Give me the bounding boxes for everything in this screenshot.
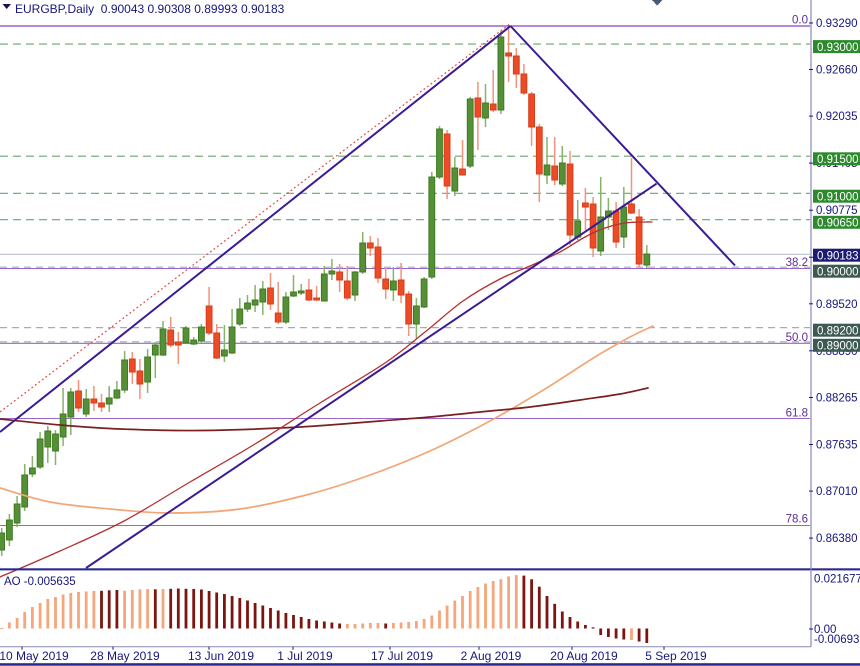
svg-text:2 Aug 2019: 2 Aug 2019 <box>461 649 522 663</box>
svg-text:0.92660: 0.92660 <box>816 65 858 77</box>
svg-text:0.90775: 0.90775 <box>816 205 858 217</box>
svg-text:0.91500: 0.91500 <box>817 154 859 166</box>
svg-text:0.021677: 0.021677 <box>814 574 860 586</box>
svg-text:0.93290: 0.93290 <box>816 18 858 30</box>
svg-text:0.90183: 0.90183 <box>817 250 859 262</box>
svg-text:61.8: 61.8 <box>786 407 808 419</box>
svg-text:0.0: 0.0 <box>792 15 808 27</box>
svg-text:17 Jul 2019: 17 Jul 2019 <box>371 649 433 663</box>
svg-text:78.6: 78.6 <box>786 513 808 525</box>
svg-text:20 Aug 2019: 20 Aug 2019 <box>550 649 618 663</box>
svg-text:0.91000: 0.91000 <box>817 191 859 203</box>
svg-text:38.2: 38.2 <box>786 257 808 269</box>
svg-text:13 Jun 2019: 13 Jun 2019 <box>188 649 254 663</box>
svg-text:0.92035: 0.92035 <box>816 111 858 123</box>
svg-text:1 Jul 2019: 1 Jul 2019 <box>277 649 333 663</box>
svg-text:-0.006935: -0.006935 <box>814 634 860 646</box>
svg-text:0.87635: 0.87635 <box>816 440 858 452</box>
svg-text:0.87010: 0.87010 <box>816 486 858 498</box>
svg-text:0.89000: 0.89000 <box>817 341 859 353</box>
svg-text:28 May 2019: 28 May 2019 <box>90 649 160 663</box>
svg-text:0.90000: 0.90000 <box>817 266 859 278</box>
svg-text:0.00: 0.00 <box>814 624 836 636</box>
svg-text:0.89520: 0.89520 <box>816 299 858 311</box>
svg-text:0.86380: 0.86380 <box>816 533 858 545</box>
svg-text:0.88265: 0.88265 <box>816 393 858 405</box>
svg-text:0.93000: 0.93000 <box>817 42 859 54</box>
svg-text:10 May 2019: 10 May 2019 <box>0 649 69 663</box>
svg-text:AO -0.005635: AO -0.005635 <box>4 576 76 588</box>
svg-text:0.89200: 0.89200 <box>817 325 859 337</box>
svg-text:0.90650: 0.90650 <box>817 218 859 230</box>
svg-text:50.0: 50.0 <box>786 332 808 344</box>
svg-text:5 Sep 2019: 5 Sep 2019 <box>645 649 707 663</box>
svg-text:EURGBP,Daily 0.90043 0.90308: EURGBP,Daily 0.90043 0.90308 0.89993 0.9… <box>15 2 285 16</box>
